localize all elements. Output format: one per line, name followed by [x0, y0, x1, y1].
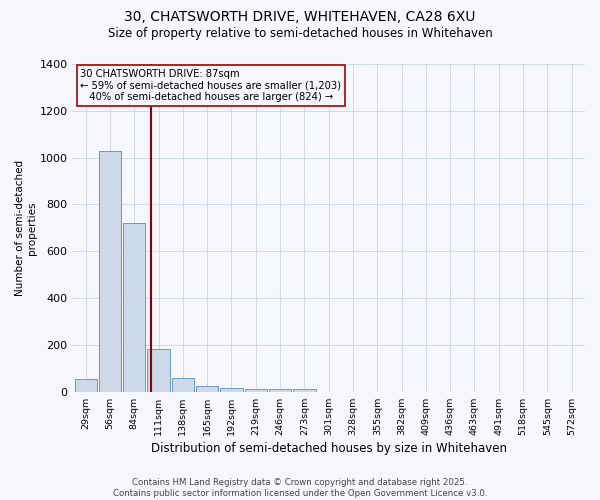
X-axis label: Distribution of semi-detached houses by size in Whitehaven: Distribution of semi-detached houses by …: [151, 442, 506, 455]
Y-axis label: Number of semi-detached
properties: Number of semi-detached properties: [15, 160, 37, 296]
Text: 30, CHATSWORTH DRIVE, WHITEHAVEN, CA28 6XU: 30, CHATSWORTH DRIVE, WHITEHAVEN, CA28 6…: [124, 10, 476, 24]
Bar: [220, 388, 242, 392]
Bar: [196, 386, 218, 392]
Bar: [123, 223, 145, 392]
Bar: [293, 390, 316, 392]
Text: Contains HM Land Registry data © Crown copyright and database right 2025.
Contai: Contains HM Land Registry data © Crown c…: [113, 478, 487, 498]
Text: Size of property relative to semi-detached houses in Whitehaven: Size of property relative to semi-detach…: [107, 28, 493, 40]
Bar: [245, 390, 267, 392]
Bar: [99, 150, 121, 392]
Bar: [74, 379, 97, 392]
Bar: [172, 378, 194, 392]
Bar: [269, 390, 291, 392]
Text: 30 CHATSWORTH DRIVE: 87sqm
← 59% of semi-detached houses are smaller (1,203)
   : 30 CHATSWORTH DRIVE: 87sqm ← 59% of semi…: [80, 69, 341, 102]
Bar: [148, 348, 170, 392]
